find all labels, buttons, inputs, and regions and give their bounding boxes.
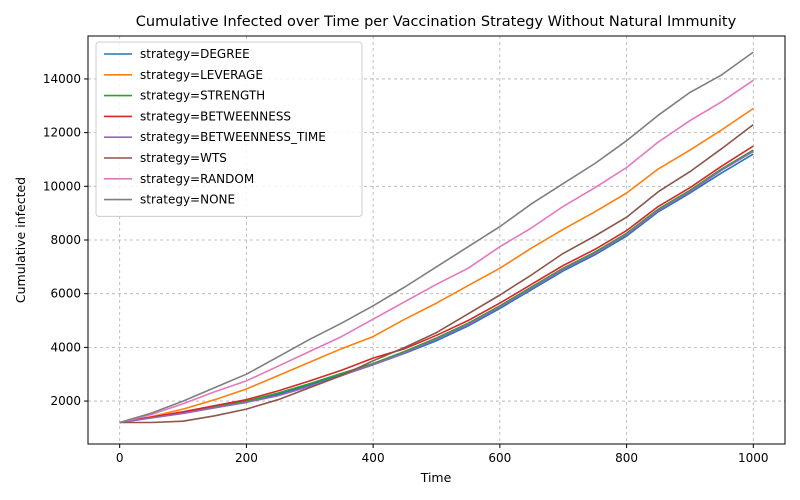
- legend-box: [95, 41, 363, 217]
- legend-label: strategy=WTS: [140, 151, 227, 165]
- y-axis-ticks: 2000 4000 6000 8000 10000 12000 14000: [43, 72, 88, 408]
- series-lines: [119, 51, 754, 424]
- grid: [88, 36, 785, 444]
- y-tick-label: 4000: [50, 340, 81, 354]
- legend: strategy=DEGREE strategy=LEVERAGE strategy…: [95, 41, 363, 217]
- series-line-1: [119, 107, 754, 424]
- x-axis-ticks: 0 200 400 600 800 1000: [116, 444, 769, 465]
- x-tick-label: 400: [362, 451, 385, 465]
- legend-label: strategy=RANDOM: [140, 172, 254, 186]
- x-tick-label: 600: [488, 451, 511, 465]
- legend-label: strategy=NONE: [140, 193, 235, 207]
- y-tick-label: 12000: [43, 126, 81, 140]
- x-tick-label: 0: [116, 451, 124, 465]
- x-tick-label: 800: [615, 451, 638, 465]
- x-tick-label: 200: [235, 451, 258, 465]
- legend-label: strategy=BETWEENNESS: [140, 109, 291, 123]
- x-tick-label: 1000: [738, 451, 769, 465]
- series-line-7: [119, 51, 754, 424]
- series-line-3: [119, 145, 754, 424]
- chart-title: Cumulative Infected over Time per Vaccin…: [136, 14, 737, 30]
- y-axis-label: Cumulative infected: [13, 177, 28, 303]
- legend-label: strategy=DEGREE: [140, 47, 250, 61]
- series-line-2: [119, 149, 754, 424]
- legend-label: strategy=BETWEENNESS_TIME: [140, 130, 326, 144]
- y-tick-label: 8000: [50, 233, 81, 247]
- y-tick-label: 2000: [50, 394, 81, 408]
- y-tick-label: 6000: [50, 287, 81, 301]
- legend-label: strategy=LEVERAGE: [140, 68, 263, 82]
- x-axis-label: Time: [420, 470, 452, 485]
- y-tick-label: 14000: [43, 72, 81, 86]
- series-line-4: [119, 150, 754, 424]
- series-line-6: [119, 79, 754, 424]
- y-tick-label: 10000: [43, 179, 81, 193]
- legend-label: strategy=STRENGTH: [140, 89, 265, 103]
- series-line-5: [119, 123, 754, 424]
